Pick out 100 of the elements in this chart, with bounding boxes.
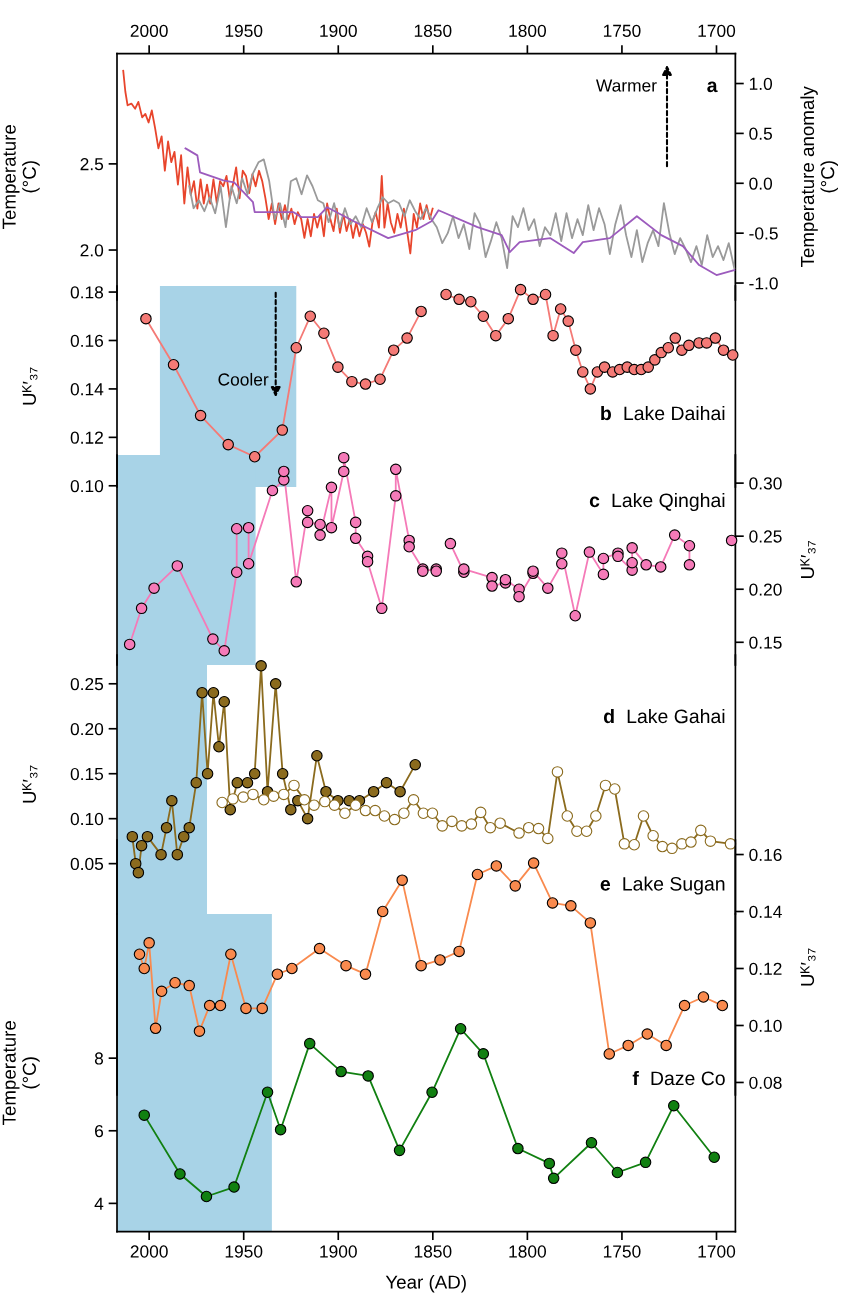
point — [477, 310, 490, 323]
point — [166, 794, 178, 807]
point — [227, 793, 239, 805]
point — [367, 785, 380, 798]
point — [465, 818, 478, 830]
point — [301, 812, 314, 825]
point — [171, 848, 184, 861]
x-tick-label: 2000 — [130, 24, 168, 37]
point — [288, 779, 300, 792]
point — [276, 767, 289, 780]
point — [231, 776, 244, 789]
point — [542, 832, 554, 845]
y2-tick-label: 0.25 — [749, 530, 782, 543]
point — [708, 1151, 720, 1164]
point — [484, 821, 497, 834]
annotation: a — [707, 81, 718, 93]
x-tick-label: 1750 — [603, 1245, 641, 1258]
point — [140, 312, 152, 325]
y-tick-label: 2.5 — [80, 158, 104, 171]
point — [656, 840, 669, 853]
point — [286, 962, 298, 975]
point — [207, 687, 220, 699]
point — [649, 354, 661, 366]
point — [514, 283, 527, 296]
y-tick-label: 8 — [94, 1052, 104, 1065]
point — [257, 794, 270, 806]
point — [446, 815, 458, 828]
point — [196, 687, 208, 699]
annotation: Warmer — [596, 79, 657, 92]
point — [320, 785, 332, 798]
x-tick-label: 1800 — [509, 1245, 547, 1258]
annotation: d — [603, 708, 614, 724]
text: Lake Sugan — [623, 876, 725, 895]
point — [628, 838, 640, 851]
text: Lake Gahai — [627, 708, 725, 724]
point — [599, 779, 612, 792]
point — [522, 821, 535, 834]
point — [222, 438, 234, 451]
point — [256, 1002, 269, 1015]
point — [241, 776, 254, 789]
point — [267, 790, 280, 802]
point — [213, 740, 225, 753]
point — [304, 310, 317, 323]
point — [261, 1086, 274, 1099]
text: Daze Co — [651, 1071, 725, 1086]
point — [387, 344, 400, 356]
point — [328, 799, 341, 811]
point — [298, 794, 311, 806]
point — [577, 366, 589, 378]
point — [398, 807, 410, 820]
point — [274, 1123, 287, 1136]
point — [565, 900, 577, 912]
y-tick-label: 0.14 — [70, 383, 104, 396]
y2-tick-label: 0.20 — [749, 583, 782, 596]
point — [155, 848, 167, 861]
point — [562, 315, 574, 327]
point — [359, 968, 372, 980]
x-tick-label: 2000 — [130, 1245, 168, 1258]
point — [339, 807, 351, 820]
point — [667, 1099, 680, 1112]
point — [190, 776, 203, 789]
point — [669, 332, 682, 344]
point — [490, 860, 503, 872]
point — [584, 917, 597, 929]
point — [477, 1048, 490, 1060]
point — [216, 796, 228, 809]
point — [440, 288, 452, 301]
point — [362, 1070, 374, 1082]
point — [598, 361, 611, 373]
point — [603, 1048, 616, 1060]
point — [532, 822, 545, 835]
point — [126, 830, 139, 843]
point — [509, 880, 522, 892]
point — [149, 1022, 162, 1035]
y2-tick-label: 0.16 — [749, 848, 782, 861]
y-axis-title: Uᴷ′₃₇ — [22, 765, 38, 803]
y-tick-label: 0.10 — [70, 812, 104, 826]
x-tick-label: 1850 — [414, 1245, 452, 1258]
point — [724, 838, 737, 850]
y-tick-label: 2.0 — [80, 244, 104, 257]
point — [704, 835, 717, 847]
point — [278, 788, 290, 801]
x-tick-label: 1700 — [698, 24, 736, 37]
y-tick-label: 0.15 — [70, 767, 104, 781]
point — [539, 288, 552, 301]
annotation: f — [632, 1070, 639, 1086]
point — [143, 937, 155, 949]
point — [561, 810, 574, 822]
point — [695, 824, 707, 837]
point — [374, 373, 386, 385]
y-tick-label: 0.18 — [70, 286, 104, 299]
y-axis-title: Uᴷ′₃₇ — [22, 367, 38, 405]
point — [335, 1065, 347, 1078]
point — [570, 344, 582, 356]
point — [584, 383, 597, 395]
point — [678, 999, 691, 1012]
point — [608, 783, 621, 795]
point — [349, 799, 362, 811]
point — [346, 375, 358, 388]
point — [546, 897, 559, 909]
